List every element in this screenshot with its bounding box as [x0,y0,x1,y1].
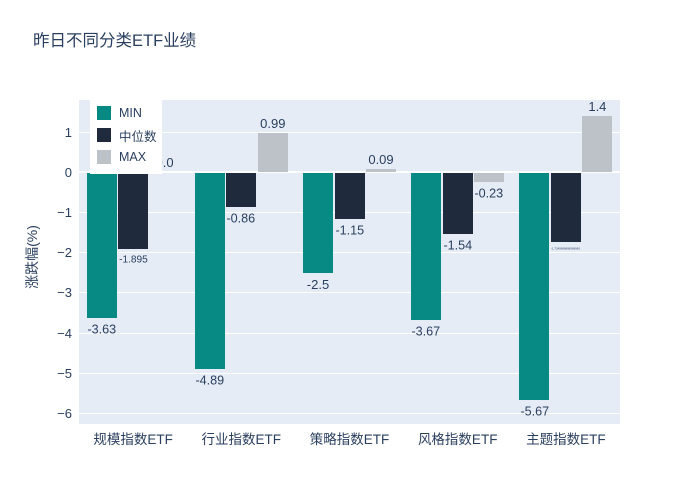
x-tick-label-2: 策略指数ETF [309,432,390,447]
bar-label-min-1: -4.89 [195,372,225,388]
bar-label-max-4: 1.4 [588,99,607,115]
x-tick-label-1: 行业指数ETF [201,432,282,447]
y-tick-label: −5 [57,365,72,381]
legend-label-median: 中位数 [119,129,157,144]
bar-label-max-2: 0.09 [368,151,394,167]
y-tick-label: −6 [57,406,72,422]
legend: MIN 中位数 MAX [90,97,162,174]
legend-label-max: MAX [119,150,147,164]
bar-label-median-0: -1.895 [118,252,148,265]
bar-label-min-2: -2.5 [306,276,330,292]
y-tick-label: 1 [64,124,72,140]
bar-label-median-1: -0.86 [226,210,256,226]
bar-min-4[interactable] [519,173,550,401]
x-tick-label-3: 风格指数ETF [417,432,498,447]
bar-min-1[interactable] [194,173,225,369]
bar-label-max-1: 0.99 [260,115,286,131]
bar-min-3[interactable] [411,173,442,320]
bar-median-4[interactable] [550,173,581,242]
bar-label-min-0: -3.63 [87,322,116,337]
bar-max-3[interactable] [474,173,505,182]
bar-median-2[interactable] [334,173,365,219]
bar-min-0[interactable] [86,173,117,319]
y-tick-label: −1 [57,205,72,221]
legend-swatch-max-icon [97,150,111,164]
y-tick-label: −2 [57,245,72,261]
bar-min-2[interactable] [303,173,333,273]
legend-item-min[interactable]: MIN [90,102,162,124]
legend-swatch-median-icon [97,128,111,142]
bar-label-median-4: -1.7249999999999999 [551,246,581,250]
legend-label-min: MIN [119,106,142,120]
bar-label-min-4: -5.67 [520,404,549,419]
bar-label-median-2: -1.15 [335,222,364,238]
legend-swatch-min-icon [97,106,111,120]
bar-median-1[interactable] [226,173,257,207]
chart-title: 昨日不同分类ETF业绩 [33,32,197,50]
y-tick-label: 0 [64,164,72,180]
bar-max-1[interactable] [257,132,288,173]
bar-label-median-3: -1.54 [443,238,473,253]
gridline [79,413,620,415]
gridline [79,292,620,294]
y-tick-label: −4 [57,325,72,341]
bar-median-3[interactable] [442,173,473,235]
zero-line [79,171,620,174]
gridline [79,252,620,254]
bar-label-max-3: -0.23 [474,185,504,201]
legend-item-max[interactable]: MAX [90,146,162,168]
gridline [79,332,620,334]
bar-max-4[interactable] [582,116,613,173]
y-tick-label: −3 [57,285,72,301]
gridline [79,131,620,133]
bar-label-min-3: -3.67 [411,323,441,339]
legend-item-median[interactable]: 中位数 [90,124,162,146]
x-tick-label-0: 规模指数ETF [93,432,173,447]
bar-median-0[interactable] [118,173,149,249]
x-tick-label-4: 主题指数ETF [526,432,606,447]
gridline [79,372,620,374]
bar-max-2[interactable] [366,168,396,173]
